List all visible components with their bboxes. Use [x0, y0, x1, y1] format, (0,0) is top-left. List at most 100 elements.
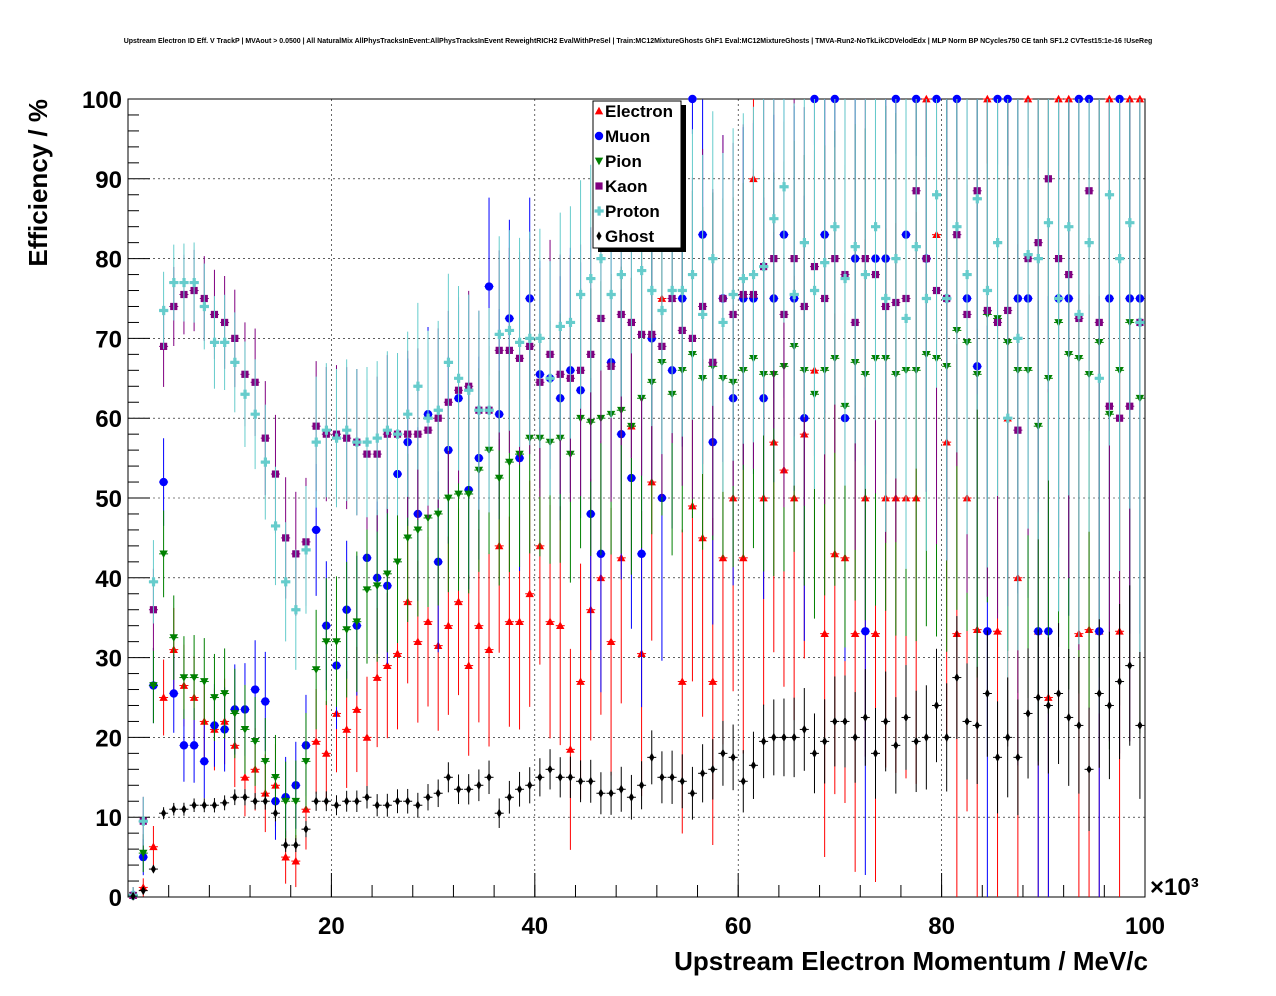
data-point [779, 182, 789, 192]
data-point [484, 282, 494, 291]
data-point [222, 798, 228, 808]
data-point [944, 732, 950, 742]
data-point [740, 776, 746, 786]
legend-label-muon: Muon [605, 127, 650, 146]
x-tick-label: 40 [521, 913, 548, 940]
x-axis-multiplier: ×10³ [1150, 874, 1199, 901]
data-point [913, 736, 919, 746]
data-point [159, 693, 168, 701]
data-point [169, 634, 178, 642]
data-point [799, 238, 810, 248]
data-point [240, 773, 250, 781]
data-point [993, 627, 1002, 635]
data-point [547, 764, 553, 774]
data-point [311, 737, 321, 745]
data-point [1003, 413, 1013, 423]
data-point [200, 678, 209, 686]
data-point [515, 337, 525, 347]
data-point [1084, 238, 1094, 248]
data-point [138, 816, 148, 826]
data-point [1094, 373, 1104, 383]
data-point [698, 309, 708, 320]
data-point [883, 716, 889, 727]
data-point [250, 738, 260, 746]
data-point [261, 757, 270, 766]
data-point [149, 842, 158, 851]
data-point [761, 736, 767, 746]
data-point [240, 389, 250, 399]
data-point [454, 597, 463, 606]
data-point [638, 780, 645, 790]
data-point [525, 589, 534, 598]
data-point [484, 405, 494, 415]
data-point [413, 381, 423, 391]
data-point [169, 277, 179, 288]
data-point [303, 824, 309, 834]
data-point [140, 886, 146, 896]
data-point [781, 732, 787, 742]
data-point [354, 796, 360, 806]
data-point [596, 254, 606, 264]
data-point [730, 752, 736, 762]
x-tick-label: 20 [318, 913, 345, 940]
legend-label-proton: Proton [605, 202, 660, 221]
data-point [344, 796, 350, 806]
data-point [444, 494, 453, 503]
data-point [588, 776, 594, 786]
data-point [893, 740, 899, 750]
data-point [1127, 660, 1133, 671]
data-point [576, 289, 586, 300]
data-point [423, 514, 433, 523]
legend-marker-pion [594, 157, 604, 166]
data-point [323, 796, 329, 806]
data-point [484, 645, 494, 653]
data-point [891, 254, 901, 264]
data-point [933, 700, 940, 711]
legend-marker-electron [594, 106, 604, 115]
data-point [1137, 720, 1143, 731]
data-point [860, 269, 871, 280]
data-point [801, 724, 807, 735]
data-point [1086, 764, 1092, 774]
data-point [333, 800, 340, 810]
data-point [384, 800, 390, 810]
data-point [179, 741, 189, 750]
data-point [911, 242, 921, 252]
legend-marker-ghost [596, 231, 602, 241]
data-point [464, 661, 473, 669]
data-point [669, 772, 675, 782]
data-point [250, 685, 260, 694]
data-point [710, 764, 716, 774]
data-point [394, 796, 401, 806]
data-point [608, 788, 614, 798]
data-point [240, 726, 250, 734]
data-point [342, 725, 351, 733]
data-point [759, 261, 769, 272]
data-point [870, 222, 881, 232]
data-point [921, 293, 932, 304]
data-point [230, 710, 239, 718]
data-point [678, 677, 687, 685]
y-tick-label: 70 [95, 326, 122, 353]
data-point [505, 617, 514, 626]
data-point [954, 672, 960, 683]
data-point [272, 808, 279, 818]
x-tick-label: 60 [725, 913, 752, 940]
data-point [293, 840, 299, 850]
data-point [1033, 254, 1043, 264]
data-point [567, 772, 573, 782]
data-point [983, 94, 992, 103]
data-point [830, 222, 840, 232]
data-point [616, 269, 626, 280]
data-point [861, 627, 870, 636]
data-point [433, 405, 443, 415]
data-point [382, 425, 393, 435]
data-point [466, 784, 472, 794]
data-point [362, 586, 372, 594]
data-point [527, 780, 533, 790]
data-point [413, 526, 423, 535]
data-point [1035, 692, 1041, 703]
data-point [311, 525, 321, 535]
data-point [200, 757, 209, 766]
data-point [842, 716, 848, 727]
